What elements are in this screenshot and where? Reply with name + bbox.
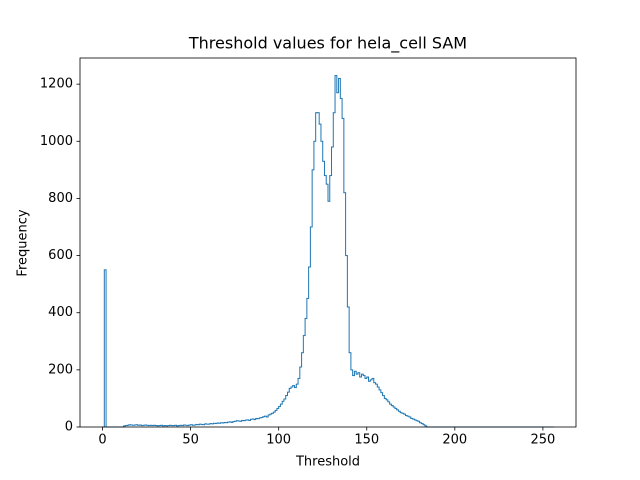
y-tick-label: 1000: [40, 134, 73, 149]
x-tick-label: 50: [182, 433, 199, 448]
y-tick-label: 600: [48, 248, 73, 263]
step-connector: [103, 75, 428, 427]
x-axis-label: Threshold: [295, 455, 360, 470]
y-tick-label: 400: [48, 305, 73, 320]
y-tick-label: 1200: [40, 77, 73, 92]
x-tick-label: 150: [354, 433, 379, 448]
x-tick-label: 200: [442, 433, 467, 448]
chart-title: Threshold values for hela_cell SAM: [188, 34, 467, 54]
x-tick-label: 0: [98, 433, 106, 448]
y-axis-label: Frequency: [16, 209, 31, 276]
x-tick-label: 100: [266, 433, 291, 448]
y-tick-label: 800: [48, 191, 73, 206]
x-tick-label: 250: [530, 433, 555, 448]
y-tick-label: 0: [65, 420, 73, 435]
axes-frame: [79, 57, 577, 428]
y-tick-label: 200: [48, 362, 73, 377]
